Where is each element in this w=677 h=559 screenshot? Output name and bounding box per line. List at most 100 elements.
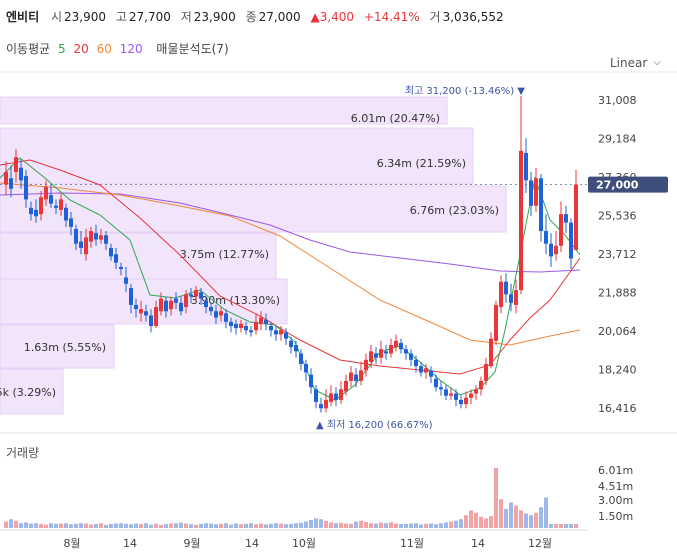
candle-body bbox=[389, 345, 393, 354]
volume-bar bbox=[54, 523, 58, 528]
volume-bar bbox=[144, 523, 148, 528]
volume-profile-toggle[interactable]: 매물분석도(7) bbox=[156, 42, 229, 56]
volume-bar bbox=[534, 512, 538, 528]
volume-bar bbox=[154, 523, 158, 528]
volume-panel-label: 거래량 bbox=[6, 446, 40, 460]
candle-body bbox=[29, 207, 33, 215]
candle-body bbox=[319, 404, 323, 409]
candle-body bbox=[154, 307, 158, 327]
candle-body bbox=[459, 399, 463, 405]
volume-bar bbox=[274, 523, 278, 528]
y-tick-label: 25,536 bbox=[598, 210, 637, 223]
candle-body bbox=[259, 317, 263, 324]
volume-bar bbox=[74, 523, 78, 528]
candle-body bbox=[194, 290, 198, 297]
volume-bar bbox=[364, 521, 368, 528]
volume-bar bbox=[239, 524, 243, 528]
x-tick-label: 9월 bbox=[183, 537, 200, 550]
x-tick-label: 14 bbox=[471, 537, 485, 550]
ma-label[interactable]: 이동평균 bbox=[6, 42, 51, 56]
candle-body bbox=[274, 330, 278, 335]
candle-body bbox=[84, 237, 88, 255]
candle-body bbox=[454, 393, 458, 400]
current-price-label: 27,000 bbox=[596, 179, 639, 192]
volume-bar bbox=[214, 524, 218, 528]
candle-body bbox=[399, 342, 403, 350]
candle-body bbox=[199, 292, 203, 299]
candle-body bbox=[224, 313, 228, 322]
volume-bar bbox=[524, 513, 528, 528]
volume-bar bbox=[259, 523, 263, 528]
volume-bar bbox=[289, 523, 293, 528]
volume-bar bbox=[444, 522, 448, 528]
candle-body bbox=[434, 378, 438, 388]
ma20-legend[interactable]: 20 bbox=[73, 42, 89, 56]
volume-bar bbox=[39, 524, 43, 528]
y-tick-label: 31,008 bbox=[598, 94, 637, 107]
ma60-legend[interactable]: 60 bbox=[96, 42, 112, 56]
candle-body bbox=[164, 300, 168, 312]
volume-profile-label: 3.75m (12.77%) bbox=[180, 248, 269, 261]
open-value: 23,900 bbox=[64, 10, 106, 24]
volume-bar bbox=[114, 523, 118, 528]
volume-bar bbox=[149, 524, 153, 528]
candle-body bbox=[189, 294, 193, 297]
candle-body bbox=[514, 290, 518, 305]
candle-body bbox=[44, 186, 48, 200]
candle-body bbox=[429, 370, 433, 377]
candle-body bbox=[169, 300, 173, 310]
volume-bar bbox=[439, 523, 443, 528]
volume-bar bbox=[269, 523, 273, 528]
volume-bar bbox=[19, 523, 23, 528]
volume-bar bbox=[194, 524, 198, 528]
volume-tick-label: 1.50m bbox=[598, 510, 633, 523]
candle-body bbox=[444, 389, 448, 396]
volume-bar bbox=[329, 522, 333, 528]
candle-body bbox=[324, 399, 328, 409]
candle-body bbox=[414, 359, 418, 367]
open-label: 시 bbox=[50, 10, 62, 24]
candle-body bbox=[14, 157, 18, 172]
volume-bar bbox=[279, 523, 283, 528]
volume-bar bbox=[529, 515, 533, 528]
volume-bar bbox=[464, 515, 468, 528]
volume-bar bbox=[304, 521, 308, 528]
volume-bar bbox=[554, 524, 558, 528]
volume-bar bbox=[44, 524, 48, 528]
candle-body bbox=[439, 387, 443, 390]
candle-body bbox=[464, 397, 468, 405]
volume-bar bbox=[229, 524, 233, 528]
volume-bar bbox=[324, 520, 328, 528]
candle-body bbox=[124, 277, 128, 284]
volume-bar bbox=[399, 524, 403, 528]
volume-profile-label: 6.76m (23.03%) bbox=[410, 204, 499, 217]
candle-body bbox=[424, 368, 428, 373]
ma120-legend[interactable]: 120 bbox=[119, 42, 143, 56]
volume-bar bbox=[404, 523, 408, 528]
candle-body bbox=[79, 241, 83, 248]
ma5-line bbox=[0, 157, 581, 401]
scale-dropdown[interactable]: Linear ⌵ bbox=[610, 56, 661, 70]
candle-body bbox=[119, 266, 123, 270]
volume-bar bbox=[424, 523, 428, 528]
candle-body bbox=[314, 389, 318, 403]
x-tick-label: 14 bbox=[123, 537, 137, 550]
candle-body bbox=[69, 218, 73, 227]
low-annotation: ▲ 최저 16,200 (66.67%) bbox=[316, 419, 433, 431]
candle-body bbox=[234, 323, 238, 329]
volume-bar bbox=[124, 523, 128, 528]
volume-bar bbox=[339, 522, 343, 528]
candle-body bbox=[504, 281, 508, 295]
candle-body bbox=[559, 214, 563, 246]
x-tick-label: 11월 bbox=[400, 537, 424, 550]
candle-body bbox=[39, 197, 43, 215]
volume-bar bbox=[479, 516, 483, 528]
volume-bar bbox=[29, 523, 33, 528]
ma5-legend[interactable]: 5 bbox=[58, 42, 66, 56]
candle-body bbox=[34, 209, 38, 217]
candle-body bbox=[554, 245, 558, 255]
volume-bar bbox=[79, 523, 83, 528]
candle-body bbox=[449, 393, 453, 396]
candle-body bbox=[249, 330, 253, 333]
